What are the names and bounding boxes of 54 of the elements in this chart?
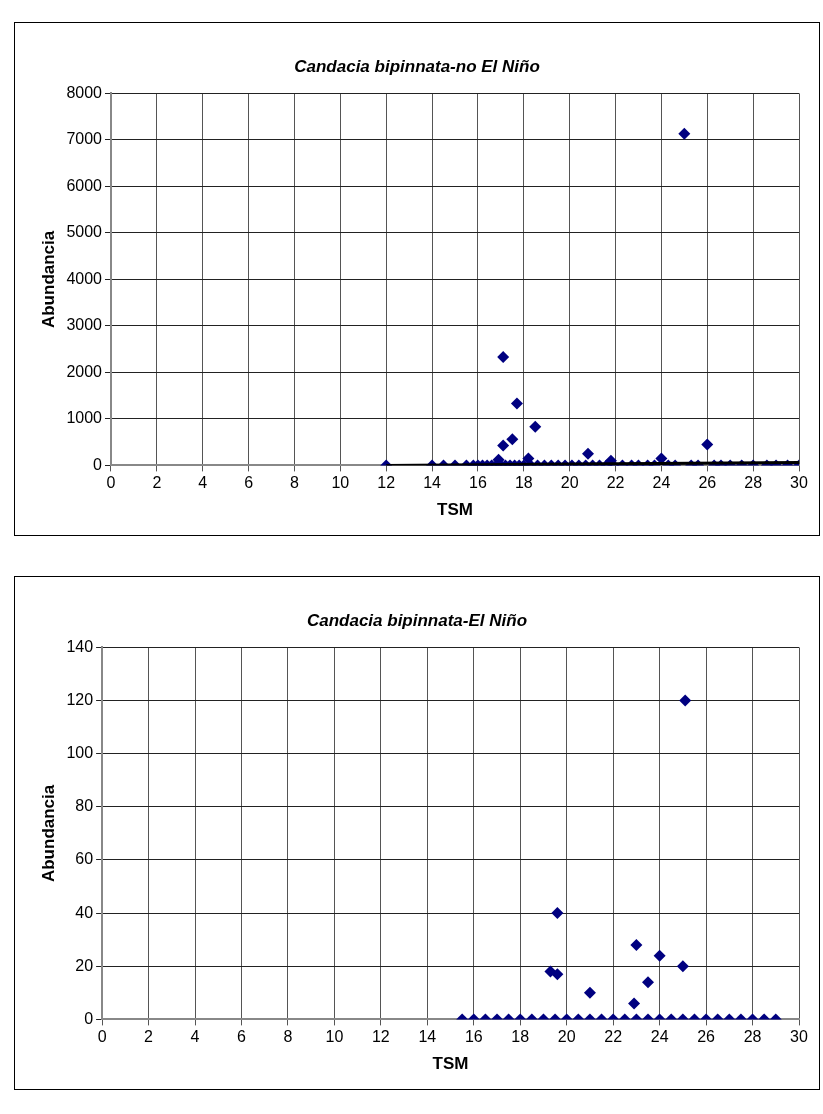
y-tick-label: 40 <box>75 903 94 921</box>
x-tick-label: 26 <box>698 474 717 492</box>
x-tick-label: 6 <box>244 474 254 492</box>
x-tick-label: 10 <box>331 474 350 492</box>
x-tick-label: 2 <box>152 474 162 492</box>
x-tick-label: 10 <box>325 1028 344 1046</box>
y-tick-label: 6000 <box>66 176 103 194</box>
x-tick-label: 28 <box>744 474 763 492</box>
x-tick-label: 16 <box>469 474 487 492</box>
y-tick-label: 60 <box>75 850 94 868</box>
x-tick-label: 12 <box>371 1028 390 1046</box>
x-tick-label: 12 <box>377 474 396 492</box>
y-tick-label: 80 <box>75 797 94 815</box>
y-axis-title: Abundancia <box>38 230 58 329</box>
y-tick-label: 2000 <box>66 362 103 380</box>
y-tick-label: 4000 <box>66 269 103 287</box>
x-tick-label: 18 <box>514 474 533 492</box>
x-tick-label: 16 <box>464 1028 483 1046</box>
y-tick-label: 3000 <box>66 316 103 334</box>
y-tick-label: 0 <box>84 1009 94 1027</box>
x-tick-label: 8 <box>283 1028 293 1046</box>
x-tick-label: 14 <box>418 1028 437 1046</box>
x-tick-label: 22 <box>604 1028 623 1046</box>
x-tick-label: 8 <box>290 474 300 492</box>
x-tick-label: 22 <box>606 474 625 492</box>
x-tick-label: 4 <box>190 1028 200 1046</box>
y-tick-label: 1000 <box>66 409 103 427</box>
x-tick-label: 20 <box>560 474 579 492</box>
chart-title: Candacia bipinnata-El Niño <box>306 610 528 630</box>
y-tick-label: 0 <box>93 455 103 473</box>
chart-title: Candacia bipinnata-no El Niño <box>294 56 540 76</box>
x-tick-label: 30 <box>790 1028 808 1046</box>
x-tick-label: 2 <box>144 1028 154 1046</box>
x-tick-label: 30 <box>790 474 808 492</box>
x-axis-title: TSM <box>437 500 473 520</box>
x-tick-label: 24 <box>652 474 671 492</box>
x-tick-label: 20 <box>557 1028 576 1046</box>
y-axis-title: Abundancia <box>38 784 58 883</box>
y-tick-label: 20 <box>75 956 94 974</box>
x-tick-label: 18 <box>511 1028 530 1046</box>
x-tick-label: 28 <box>743 1028 762 1046</box>
x-tick-label: 26 <box>697 1028 716 1046</box>
y-tick-label: 5000 <box>66 223 103 241</box>
x-tick-label: 24 <box>650 1028 669 1046</box>
x-tick-label: 0 <box>106 474 116 492</box>
y-tick-label: 140 <box>66 637 94 655</box>
x-axis-title: TSM <box>432 1054 469 1074</box>
x-tick-label: 6 <box>237 1028 247 1046</box>
x-tick-label: 4 <box>198 474 208 492</box>
y-tick-label: 120 <box>66 690 94 708</box>
y-tick-label: 7000 <box>66 130 103 148</box>
y-tick-label: 8000 <box>66 83 103 101</box>
x-tick-label: 14 <box>423 474 442 492</box>
y-tick-label: 100 <box>66 744 94 762</box>
